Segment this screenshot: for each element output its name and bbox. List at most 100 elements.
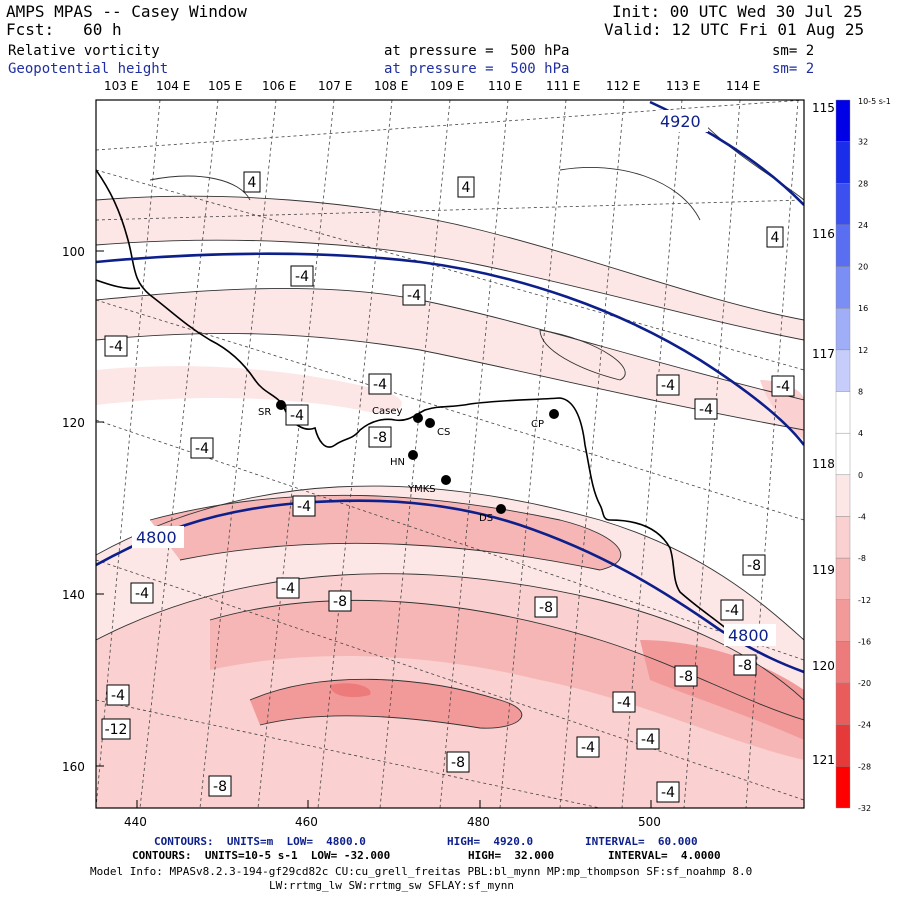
lon-label-113e: 113 E	[666, 79, 700, 93]
colorbar-swatch	[835, 641, 851, 684]
height-labels: 4920 4800 4800	[132, 110, 776, 646]
vorticity-label: -8	[333, 594, 347, 610]
vorticity-label: -4	[109, 339, 123, 355]
colorbar-label: 4	[858, 429, 863, 438]
lon-label-110e: 110 E	[488, 79, 522, 93]
station-label-casey: Casey	[372, 406, 402, 417]
colorbar-label: -8	[858, 554, 866, 563]
vorticity-label: 4	[462, 180, 471, 196]
vorticity-label-box	[243, 171, 261, 193]
vorticity-label-box	[101, 718, 131, 740]
vorticity-label: 4	[248, 175, 257, 191]
vorticity-label-box	[766, 226, 784, 248]
colorbar-unit: 10-5 s-1	[858, 97, 891, 106]
vorticity-label: -4	[661, 378, 675, 394]
vorticity-label-box	[694, 398, 718, 420]
vorticity-label: -4	[111, 688, 125, 704]
station-marker-hn	[408, 450, 418, 460]
station-label-ymks: YMKS	[407, 484, 436, 495]
left-tick-120: 120	[62, 416, 85, 430]
vorticity-label: -4	[195, 441, 209, 457]
vorticity-label: -12	[105, 722, 128, 738]
vorticity-label-box	[446, 751, 470, 773]
colorbar-label: 20	[858, 263, 868, 272]
vorticity-label: -4	[297, 499, 311, 515]
colorbar-swatch	[835, 308, 851, 351]
vorticity-label: -4	[373, 377, 387, 393]
vorticity-label: -4	[725, 603, 739, 619]
footer-physics-info: LW:rrtmg_lw SW:rrtmg_sw SFLAY:sf_mynn	[269, 879, 515, 892]
vorticity-label: -4	[699, 402, 713, 418]
colorbar-swatch	[835, 224, 851, 267]
vorticity-label-box	[190, 437, 214, 459]
footer-height-interval: INTERVAL= 60.000	[585, 835, 698, 848]
colorbar-swatch	[835, 99, 851, 142]
left-tick-100: 100	[62, 245, 85, 259]
colorbar-swatch	[835, 391, 851, 434]
bottom-axis: 440 460 480 500	[124, 800, 661, 829]
colorbar-label: -20	[858, 679, 871, 688]
vorticity-label: -4	[407, 288, 421, 304]
vorticity-label-box	[130, 582, 154, 604]
field2-smoothing: sm= 2	[772, 61, 815, 77]
vorticity-label-box	[742, 554, 766, 576]
footer-vort-contours: CONTOURS: UNITS=10-5 s-1 LOW= -32.000	[132, 849, 391, 862]
vorticity-label: -8	[539, 600, 553, 616]
vorticity-label: -4	[295, 269, 309, 285]
lon-label-114e: 114 E	[726, 79, 760, 93]
vorticity-label-box	[106, 684, 130, 706]
vorticity-label: -4	[281, 581, 295, 597]
station-marker-casey	[413, 413, 423, 423]
colorbar-swatch	[835, 474, 851, 517]
lon-label-111e: 111 E	[546, 79, 580, 93]
colorbar-swatch	[835, 599, 851, 642]
height-label-4920: 4920	[660, 112, 701, 131]
field1-name: Relative vorticity	[8, 43, 160, 59]
vorticity-label-box	[276, 577, 300, 599]
left-axis: 100 120 140 160	[62, 245, 104, 774]
left-tick-160: 160	[62, 760, 85, 774]
colorbar-swatch	[835, 682, 851, 725]
vorticity-label-box	[368, 426, 392, 448]
footer-height-high: HIGH= 4920.0	[447, 835, 534, 848]
colorbar-swatch	[835, 141, 851, 184]
vorticity-label-box	[208, 775, 232, 797]
colorbar-label: 28	[858, 179, 868, 188]
colorbar-swatch	[835, 766, 851, 809]
station-marker-ymks	[441, 475, 451, 485]
colorbar-swatch	[835, 183, 851, 226]
colorbar-swatch	[835, 724, 851, 767]
field2-level: at pressure = 500 hPa	[384, 61, 570, 77]
height-label-4800-west: 4800	[136, 528, 177, 547]
vorticity-label: -4	[290, 408, 304, 424]
plot-frame	[95, 99, 805, 809]
graticule	[96, 100, 804, 808]
vorticity-shading	[96, 100, 804, 808]
stations: SR Casey CS CP HN YMKS DS	[258, 400, 559, 524]
field2-name: Geopotential height	[8, 61, 169, 77]
colorbar-swatch	[835, 516, 851, 559]
colorbar-label: 8	[858, 388, 863, 397]
vorticity-label-box	[674, 665, 698, 687]
vorticity-label: -8	[451, 755, 465, 771]
colorbar-label: -12	[858, 596, 871, 605]
vorticity-label-box	[733, 654, 757, 676]
colorbar-label: 12	[858, 346, 868, 355]
vorticity-label: -4	[641, 732, 655, 748]
colorbar-swatch	[835, 349, 851, 392]
station-marker-cp	[549, 409, 559, 419]
bottom-tick-500: 500	[638, 815, 661, 829]
vorticity-label-box	[457, 176, 475, 198]
station-marker-cs	[425, 418, 435, 428]
colorbar-label: -4	[858, 512, 866, 521]
vorticity-label: -4	[661, 785, 675, 801]
vorticity-label-box	[656, 374, 680, 396]
vorticity-label-box	[328, 590, 352, 612]
vorticity-label-box	[104, 335, 128, 357]
bottom-tick-460: 460	[295, 815, 318, 829]
station-marker-ds	[496, 504, 506, 514]
colorbar-label: -32	[858, 804, 871, 813]
station-label-sr: SR	[258, 407, 271, 418]
height-label-4800-east: 4800	[728, 626, 769, 645]
